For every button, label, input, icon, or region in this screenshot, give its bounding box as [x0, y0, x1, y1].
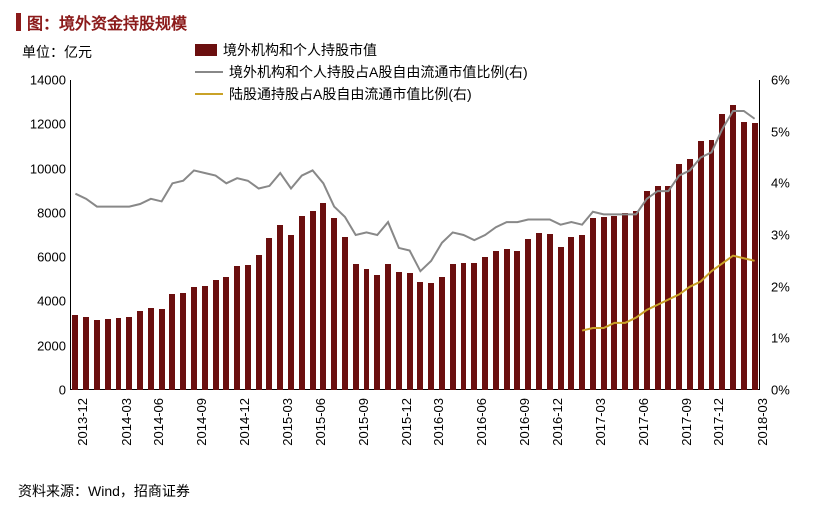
title-accent-bar [16, 13, 21, 31]
chart-title: 图：境外资金持股规模 [27, 10, 187, 34]
x-axis: 2013-12 2014-03 2014-06 2014-09 2014-12 2015-… [70, 394, 760, 484]
y-left-tick: 4000 [37, 294, 66, 309]
x-tick-label: 2017-09 [679, 398, 694, 446]
y-right-tick: 2% [771, 279, 790, 294]
y-left-tick: 0 [59, 383, 66, 398]
x-tick-label: 2018-03 [755, 398, 770, 446]
y-right-tick: 3% [771, 228, 790, 243]
x-tick-label: 2014-12 [237, 398, 252, 446]
y-right-tick: 1% [771, 331, 790, 346]
y-left-tick: 6000 [37, 250, 66, 265]
y-axis-right: 0%1%2%3%4%5%6% [769, 80, 813, 390]
x-tick-label: 2015-09 [356, 398, 371, 446]
legend-swatch-bar [195, 44, 217, 56]
x-tick-label: 2016-09 [517, 398, 532, 446]
x-tick-label: 2015-06 [313, 398, 328, 446]
legend-swatch-line-grey [195, 71, 223, 73]
x-tick-label: 2017-12 [711, 398, 726, 446]
y-right-tick: 4% [771, 176, 790, 191]
x-tick-label: 2016-06 [474, 398, 489, 446]
y-left-tick: 2000 [37, 338, 66, 353]
x-tick-label: 2013-12 [75, 398, 90, 446]
chart-line [582, 256, 755, 331]
x-tick-label: 2014-06 [151, 398, 166, 446]
x-tick-label: 2014-03 [119, 398, 134, 446]
x-tick-label: 2016-03 [431, 398, 446, 446]
x-tick-label: 2015-12 [399, 398, 414, 446]
x-tick-label: 2014-09 [194, 398, 209, 446]
y-left-tick: 8000 [37, 205, 66, 220]
legend-series1-label: 境外机构和个人持股市值 [223, 40, 377, 60]
x-tick-label: 2015-03 [280, 398, 295, 446]
y-right-tick: 0% [771, 383, 790, 398]
unit-label: 单位：亿元 [22, 42, 92, 62]
y-right-tick: 5% [771, 124, 790, 139]
x-tick-label: 2016-12 [550, 398, 565, 446]
chart-plot-area [70, 80, 760, 390]
y-left-tick: 10000 [30, 161, 66, 176]
legend-series2-label: 境外机构和个人持股占A股自由流通市值比例(右) [229, 62, 528, 82]
x-tick-label: 2017-03 [593, 398, 608, 446]
chart-line [75, 111, 754, 271]
y-axis-left: 02000400060008000100001200014000 [20, 80, 68, 390]
y-left-tick: 14000 [30, 73, 66, 88]
x-tick-label: 2017-06 [636, 398, 651, 446]
source-label: 资料来源：Wind，招商证券 [18, 481, 190, 501]
y-right-tick: 6% [771, 73, 790, 88]
y-left-tick: 12000 [30, 117, 66, 132]
lines-layer [70, 80, 760, 390]
